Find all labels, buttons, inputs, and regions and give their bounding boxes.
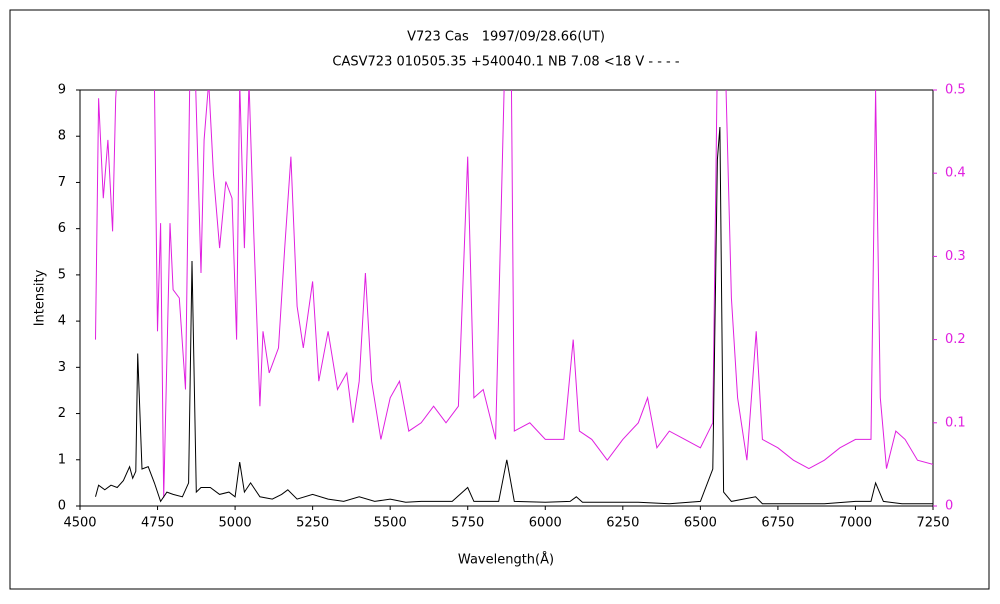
spectrum-line <box>95 126 933 505</box>
x-tick-label: 5750 <box>451 516 484 531</box>
y-tick-label: 7 <box>58 175 66 190</box>
y2-tick-label: 0.2 <box>945 332 966 347</box>
x-tick-label: 5250 <box>296 516 329 531</box>
x-tick-label: 7250 <box>916 516 949 531</box>
x-tick-label: 6500 <box>684 516 717 531</box>
x-tick-label: 7000 <box>839 516 872 531</box>
y2-tick-label: 0.5 <box>945 83 966 98</box>
y2-tick-label: 0.3 <box>945 249 966 264</box>
y-tick-label: 3 <box>58 360 66 375</box>
chart-frame <box>9 9 990 590</box>
x-tick-label: 5000 <box>219 516 252 531</box>
y-tick-label: 9 <box>58 83 66 98</box>
x-tick-label: 6750 <box>761 516 794 531</box>
spectrum-line <box>95 90 933 498</box>
y-tick-label: 6 <box>58 221 66 236</box>
y2-tick-label: 0.1 <box>945 415 966 430</box>
y-tick-label: 1 <box>58 452 66 467</box>
x-tick-label: 4500 <box>63 516 96 531</box>
chart-title: V723 Cas 1997/09/28.66(UT) <box>407 30 605 45</box>
plot-area <box>79 89 934 507</box>
x-tick-label: 6250 <box>606 516 639 531</box>
chart-subtitle: CASV723 010505.35 +540040.1 NB 7.08 <18 … <box>332 55 679 70</box>
y2-tick-label: 0 <box>945 499 953 514</box>
y-tick-label: 0 <box>58 499 66 514</box>
y-axis-label: Intensity <box>33 269 48 326</box>
x-tick-label: 6000 <box>529 516 562 531</box>
y-tick-label: 8 <box>58 129 66 144</box>
y-tick-label: 4 <box>58 314 66 329</box>
y2-tick-label: 0.4 <box>945 166 966 181</box>
x-tick-label: 4750 <box>141 516 174 531</box>
y-tick-label: 2 <box>58 406 66 421</box>
x-axis-label: Wavelength(Å) <box>458 552 554 568</box>
x-tick-label: 5500 <box>374 516 407 531</box>
y-tick-label: 5 <box>58 267 66 282</box>
